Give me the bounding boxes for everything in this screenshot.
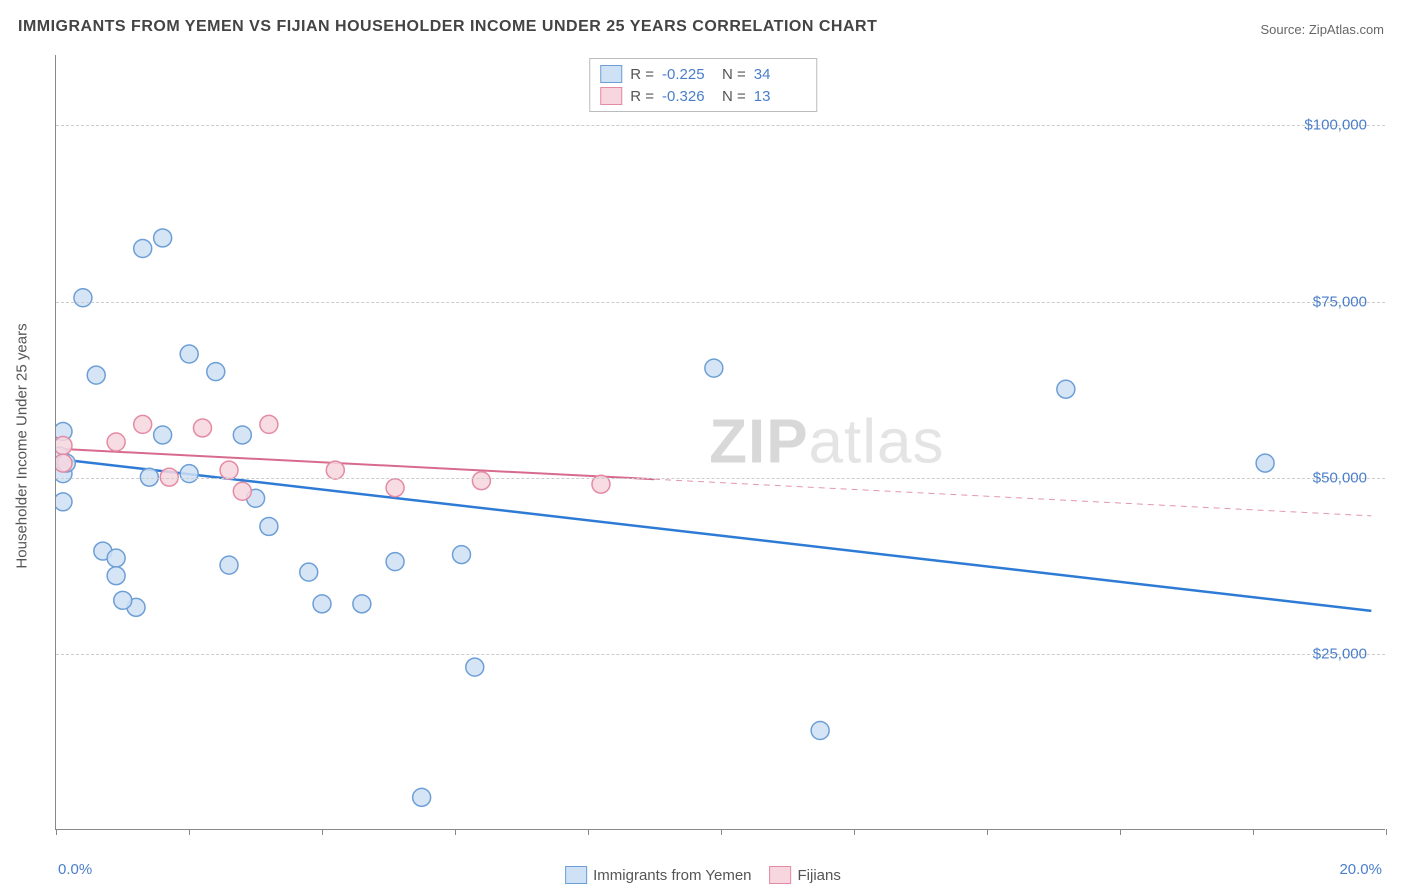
x-tick <box>1386 829 1387 835</box>
y-tick-label: $100,000 <box>1304 117 1367 134</box>
watermark-bold: ZIP <box>709 408 808 477</box>
r-label: R = <box>630 88 654 105</box>
x-axis-min-label: 0.0% <box>58 861 92 878</box>
y-axis-label: Householder Income Under 25 years <box>14 323 31 568</box>
chart-svg <box>56 55 1385 829</box>
swatch-yemen <box>600 65 622 83</box>
x-tick <box>189 829 190 835</box>
n-value-fijians: 13 <box>754 88 806 105</box>
legend-label-yemen: Immigrants from Yemen <box>593 867 751 884</box>
legend-row-fijians: R = -0.326 N = 13 <box>600 85 806 107</box>
x-tick <box>322 829 323 835</box>
y-tick-label: $25,000 <box>1313 645 1367 662</box>
x-tick <box>854 829 855 835</box>
watermark: ZIPatlas <box>709 407 944 478</box>
gridline <box>56 654 1385 655</box>
x-tick <box>56 829 57 835</box>
n-label: N = <box>722 66 746 83</box>
legend-item-yemen: Immigrants from Yemen <box>565 866 751 884</box>
r-label: R = <box>630 66 654 83</box>
legend-row-yemen: R = -0.225 N = 34 <box>600 63 806 85</box>
x-tick <box>1120 829 1121 835</box>
series-legend: Immigrants from Yemen Fijians <box>565 866 841 884</box>
x-tick <box>588 829 589 835</box>
r-value-yemen: -0.225 <box>662 66 714 83</box>
n-label: N = <box>722 88 746 105</box>
gridline <box>56 302 1385 303</box>
source-attribution: Source: ZipAtlas.com <box>1260 22 1384 37</box>
legend-swatch-fijians <box>770 866 792 884</box>
x-tick <box>721 829 722 835</box>
gridline <box>56 478 1385 479</box>
legend-swatch-yemen <box>565 866 587 884</box>
r-value-fijians: -0.326 <box>662 88 714 105</box>
plot-area: ZIPatlas $25,000 $50,000 $75,000 $100,000 <box>55 55 1385 830</box>
x-tick <box>1253 829 1254 835</box>
legend-label-fijians: Fijians <box>798 867 841 884</box>
gridline <box>56 125 1385 126</box>
chart-title: IMMIGRANTS FROM YEMEN VS FIJIAN HOUSEHOL… <box>18 18 877 36</box>
y-tick-label: $75,000 <box>1313 293 1367 310</box>
x-tick <box>987 829 988 835</box>
y-tick-label: $50,000 <box>1313 469 1367 486</box>
legend-item-fijians: Fijians <box>770 866 841 884</box>
swatch-fijians <box>600 87 622 105</box>
x-axis-max-label: 20.0% <box>1339 861 1382 878</box>
watermark-light: atlas <box>809 408 945 477</box>
correlation-chart: IMMIGRANTS FROM YEMEN VS FIJIAN HOUSEHOL… <box>0 0 1406 892</box>
correlation-legend: R = -0.225 N = 34 R = -0.326 N = 13 <box>589 58 817 112</box>
x-tick <box>455 829 456 835</box>
n-value-yemen: 34 <box>754 66 806 83</box>
